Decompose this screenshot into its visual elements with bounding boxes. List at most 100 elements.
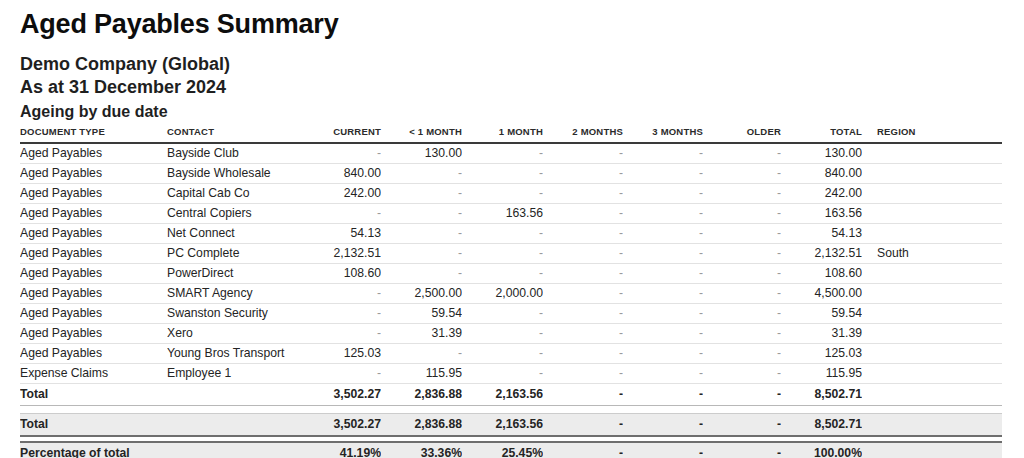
header-1-month: 1 MONTH <box>462 126 543 143</box>
lt-1-month-cell: 115.95 <box>381 364 462 384</box>
current-cell: 840.00 <box>319 164 381 184</box>
current-cell: - <box>319 204 381 224</box>
contact-cell: Bayside Wholesale <box>167 164 319 184</box>
lt-1-month-cell: - <box>381 344 462 364</box>
three-months-cell: - <box>623 304 703 324</box>
lt-1-month-cell: 130.00 <box>381 143 462 164</box>
contact-cell: Employee 1 <box>167 364 319 384</box>
contact-cell: Xero <box>167 324 319 344</box>
lt-1-month-cell: - <box>381 264 462 284</box>
header-region: REGION <box>862 126 1002 143</box>
older-cell: - <box>703 264 781 284</box>
one-month-cell: - <box>462 143 543 164</box>
three-months-cell: - <box>623 264 703 284</box>
total-cell: 840.00 <box>781 164 862 184</box>
grand-total: 8,502.71 <box>781 414 862 437</box>
lt-1-month-cell: - <box>381 204 462 224</box>
table-row: Aged Payables Young Bros Transport 125.0… <box>20 344 1002 364</box>
three-months-cell: - <box>623 224 703 244</box>
one-month-cell: - <box>462 324 543 344</box>
three-months-total: - <box>623 384 703 406</box>
grand-total: 8,502.71 <box>781 384 862 406</box>
older-cell: - <box>703 284 781 304</box>
table-row: Aged Payables Xero - 31.39 - - - - 31.39 <box>20 324 1002 344</box>
document-type-cell: Aged Payables <box>20 284 167 304</box>
document-type-cell: Aged Payables <box>20 164 167 184</box>
document-type-cell: Aged Payables <box>20 204 167 224</box>
lt-1-month-total: 2,836.88 <box>381 414 462 437</box>
older-cell: - <box>703 184 781 204</box>
contact-cell: Swanston Security <box>167 304 319 324</box>
region-cell <box>862 224 1002 244</box>
lt-1-month-cell: - <box>381 164 462 184</box>
region-cell <box>862 324 1002 344</box>
one-month-cell: - <box>462 364 543 384</box>
older-cell: - <box>703 304 781 324</box>
contact-cell: PC Complete <box>167 244 319 264</box>
region-cell <box>862 184 1002 204</box>
table-row: Aged Payables PC Complete 2,132.51 - - -… <box>20 244 1002 264</box>
total-percentage: 100.00% <box>781 442 862 458</box>
table-row: Aged Payables Net Connect 54.13 - - - - … <box>20 224 1002 244</box>
older-cell: - <box>703 164 781 184</box>
older-cell: - <box>703 244 781 264</box>
three-months-cell: - <box>623 143 703 164</box>
current-cell: - <box>319 324 381 344</box>
total-row: Total 3,502.27 2,836.88 2,163.56 - - - 8… <box>20 384 1002 406</box>
total-cell: 163.56 <box>781 204 862 224</box>
table-row: Aged Payables Swanston Security - 59.54 … <box>20 304 1002 324</box>
current-cell: 54.13 <box>319 224 381 244</box>
two-months-cell: - <box>543 164 623 184</box>
region-cell <box>862 264 1002 284</box>
page-title: Aged Payables Summary <box>20 8 1002 40</box>
report-page: Aged Payables Summary Demo Company (Glob… <box>0 0 1024 458</box>
contact-cell: PowerDirect <box>167 264 319 284</box>
lt-1-month-percentage: 33.36% <box>381 442 462 458</box>
document-type-cell: Aged Payables <box>20 344 167 364</box>
lt-1-month-cell: - <box>381 244 462 264</box>
document-type-cell: Aged Payables <box>20 264 167 284</box>
table-row: Aged Payables PowerDirect 108.60 - - - -… <box>20 264 1002 284</box>
header-contact: CONTACT <box>167 126 319 143</box>
total-cell: 115.95 <box>781 364 862 384</box>
two-months-cell: - <box>543 284 623 304</box>
percentage-of-total-row: Percentage of total 41.19% 33.36% 25.45%… <box>20 442 1002 458</box>
contact-cell: SMART Agency <box>167 284 319 304</box>
three-months-cell: - <box>623 364 703 384</box>
one-month-percentage: 25.45% <box>462 442 543 458</box>
three-months-cell: - <box>623 244 703 264</box>
total-cell: 59.54 <box>781 304 862 324</box>
document-type-cell: Aged Payables <box>20 224 167 244</box>
older-cell: - <box>703 324 781 344</box>
current-cell: 2,132.51 <box>319 244 381 264</box>
current-total: 3,502.27 <box>319 384 381 406</box>
older-cell: - <box>703 204 781 224</box>
region-cell <box>862 143 1002 164</box>
three-months-percentage: - <box>623 442 703 458</box>
header-3-months: 3 MONTHS <box>623 126 703 143</box>
region-cell <box>862 204 1002 224</box>
table-row: Aged Payables Central Copiers - - 163.56… <box>20 204 1002 224</box>
header-current: CURRENT <box>319 126 381 143</box>
spacer-row <box>20 406 1002 414</box>
contact-cell: Bayside Club <box>167 143 319 164</box>
older-cell: - <box>703 344 781 364</box>
current-cell: - <box>319 304 381 324</box>
three-months-total: - <box>623 414 703 437</box>
table-row: Expense Claims Employee 1 - 115.95 - - -… <box>20 364 1002 384</box>
older-cell: - <box>703 364 781 384</box>
total-cell: 125.03 <box>781 344 862 364</box>
current-cell: 242.00 <box>319 184 381 204</box>
two-months-cell: - <box>543 204 623 224</box>
total-cell: 130.00 <box>781 143 862 164</box>
document-type-cell: Aged Payables <box>20 304 167 324</box>
three-months-cell: - <box>623 184 703 204</box>
region-cell <box>862 414 1002 437</box>
total-cell: 4,500.00 <box>781 284 862 304</box>
two-months-total: - <box>543 414 623 437</box>
lt-1-month-cell: - <box>381 184 462 204</box>
one-month-cell: 163.56 <box>462 204 543 224</box>
current-cell: - <box>319 143 381 164</box>
lt-1-month-cell: - <box>381 224 462 244</box>
older-cell: - <box>703 143 781 164</box>
